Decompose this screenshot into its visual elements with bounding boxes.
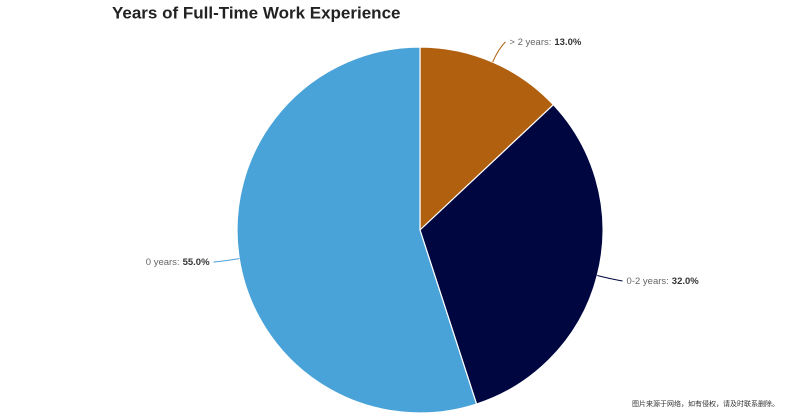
slice-label-category: 0-2 years: [627,275,669,286]
pie-slice [419,103,604,405]
leader-line [492,41,506,63]
slice-label-category: > 2 years: [509,36,551,47]
slice-label-category: 0 years: [146,257,180,268]
slice-label: 0-2 years: 32.0% [627,275,700,286]
slice-label: 0 years: 55.0% [146,257,210,268]
slice-label-value: 32.0% [672,275,699,286]
slice-label: > 2 years: 13.0% [509,36,581,47]
pie-slice [419,46,555,232]
pie-slice [236,46,478,414]
slice-label-value: 55.0% [183,257,210,268]
leader-line [213,258,240,263]
watermark: 图片来源于网络，如有侵权，请及时联系删除。 [632,399,779,408]
slice-label-value: 13.0% [554,36,581,47]
leader-line [597,275,623,282]
chart-title: Years of Full-Time Work Experience [112,3,400,22]
